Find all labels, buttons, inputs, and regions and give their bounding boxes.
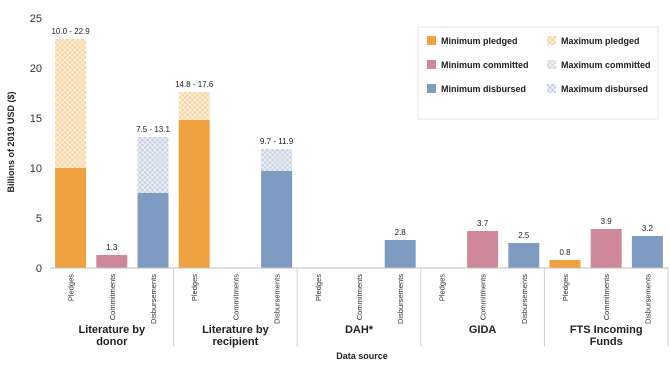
x-group-label: donor — [96, 336, 128, 348]
bar-max-disbursed-1 — [261, 149, 293, 171]
x-category-label: Disbursements — [273, 274, 282, 324]
y-tick-label: 10 — [30, 163, 42, 175]
legend-swatch — [547, 36, 556, 45]
data-label: 9.7 - 11.9 — [260, 137, 294, 146]
bar-min-pledged-4 — [549, 260, 581, 268]
legend-swatch — [547, 60, 556, 69]
x-category-label: Commitments — [479, 274, 488, 321]
legend-label: Maximum disbursed — [561, 84, 648, 94]
bar-max-disbursed-0 — [137, 137, 169, 193]
legend-swatch — [427, 84, 436, 93]
y-axis: 0 5 10 15 20 25 — [30, 13, 42, 275]
data-label: 3.2 — [642, 224, 654, 233]
x-group-label: GIDA — [469, 324, 497, 336]
x-category-label: Commitments — [231, 274, 240, 321]
legend-label: Minimum committed — [441, 60, 529, 70]
data-label: 2.5 — [518, 231, 530, 240]
x-category-label: Disbursements — [396, 274, 405, 324]
bar-min-pledged-0 — [55, 168, 87, 268]
data-label: 10.0 - 22.9 — [51, 27, 90, 36]
data-label: 1.3 — [106, 243, 118, 252]
data-label: 0.8 — [559, 248, 571, 257]
x-category-label: Disbursements — [149, 274, 158, 324]
y-tick-label: 20 — [30, 63, 42, 75]
bar-min-disbursed-0 — [137, 193, 169, 268]
x-group-label: recipient — [212, 336, 258, 348]
bar-min-disbursed-1 — [261, 171, 293, 268]
x-category-label: Pledges — [561, 274, 570, 301]
x-group-label: Literature by — [202, 324, 270, 336]
x-axis: Pledges Commitments DisbursementsLiteratur… — [50, 267, 669, 348]
legend-swatch — [427, 36, 436, 45]
bar-min-disbursed-4 — [631, 236, 663, 268]
legend-swatch — [547, 84, 556, 93]
data-label: 2.8 — [395, 228, 407, 237]
y-tick-label: 0 — [36, 263, 42, 275]
x-group-label: FTS Incoming — [570, 324, 643, 336]
bar-min-committed-4 — [590, 229, 622, 268]
x-group-label: DAH* — [345, 324, 374, 336]
data-label: 14.8 - 17.6 — [175, 80, 214, 89]
x-category-label: Pledges — [67, 274, 76, 301]
y-axis-title: Billions of 2019 USD ($) — [6, 91, 16, 192]
legend: Minimum pledged Maximum pledged Minimum co… — [417, 26, 659, 120]
bar-min-committed-0 — [96, 255, 128, 268]
x-group-label: Literature by — [78, 324, 146, 336]
legend-label: Maximum committed — [561, 60, 651, 70]
legend-label: Maximum pledged — [561, 36, 640, 46]
data-label: 3.7 — [477, 219, 489, 228]
bar-min-committed-3 — [467, 231, 499, 268]
x-category-label: Pledges — [437, 274, 446, 301]
legend-label: Minimum pledged — [441, 36, 518, 46]
x-category-label: Pledges — [190, 274, 199, 301]
x-category-label: Commitments — [355, 274, 364, 321]
bar-max-pledged-0 — [55, 39, 87, 168]
legend-label: Minimum disbursed — [441, 84, 526, 94]
data-label: 7.5 - 13.1 — [136, 125, 170, 134]
x-category-label: Commitments — [602, 274, 611, 321]
x-category-label: Disbursements — [643, 274, 652, 324]
x-category-label: Pledges — [314, 274, 323, 301]
data-label: 3.9 — [601, 217, 613, 226]
y-tick-label: 5 — [36, 213, 42, 225]
bar-min-pledged-1 — [178, 120, 210, 268]
y-tick-label: 15 — [30, 113, 42, 125]
x-axis-title: Data source — [336, 351, 388, 361]
legend-box — [417, 26, 659, 120]
legend-swatch — [427, 60, 436, 69]
y-tick-label: 25 — [30, 13, 42, 25]
bar-min-disbursed-2 — [384, 240, 416, 268]
x-category-label: Disbursements — [520, 274, 529, 324]
bar-min-disbursed-3 — [508, 243, 540, 268]
x-group-label: Funds — [590, 336, 623, 348]
bar-max-pledged-1 — [178, 92, 210, 120]
bars: 10.0 - 22.9 1.3 7.5 - 13.1 14.8 - 17.6 9.7 -… — [51, 27, 663, 268]
x-category-label: Commitments — [108, 274, 117, 321]
